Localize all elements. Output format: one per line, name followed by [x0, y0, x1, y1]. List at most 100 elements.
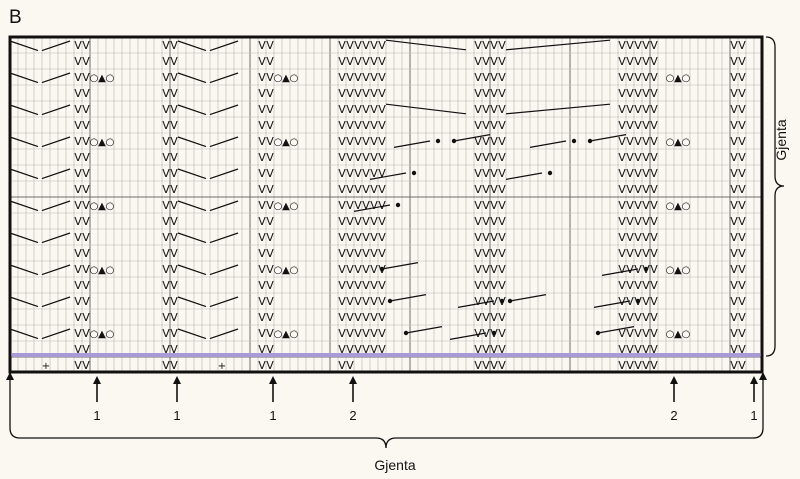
- slip-stitch-symbol: V: [170, 183, 178, 196]
- arrow-head: [6, 372, 14, 380]
- yarn-over-symbol: ○: [274, 137, 283, 148]
- slip-stitch-symbol: V: [346, 359, 354, 372]
- slip-stitch-symbol: V: [738, 279, 746, 292]
- slip-stitch-symbol: V: [634, 71, 642, 84]
- slip-stitch-symbol: V: [650, 231, 658, 244]
- slip-stitch-symbol: V: [482, 359, 490, 372]
- yarn-over-symbol: ○: [106, 329, 115, 340]
- slip-stitch-symbol: V: [170, 215, 178, 228]
- slip-stitch-symbol: V: [82, 215, 90, 228]
- slip-stitch-symbol: V: [482, 215, 490, 228]
- slip-stitch-symbol: V: [170, 167, 178, 180]
- slip-stitch-symbol: V: [354, 135, 362, 148]
- decrease-line: [505, 103, 611, 115]
- slip-stitch-symbol: V: [378, 103, 386, 116]
- slip-stitch-symbol: V: [642, 103, 650, 116]
- slip-stitch-symbol: V: [498, 103, 506, 116]
- dot-symbol: [395, 202, 401, 208]
- slip-stitch-symbol: V: [650, 87, 658, 100]
- slip-stitch-symbol: V: [642, 39, 650, 52]
- slip-stitch-symbol: V: [490, 231, 498, 244]
- slip-stitch-symbol: V: [618, 103, 626, 116]
- triangle-symbol: ▲: [674, 137, 682, 148]
- slip-stitch-symbol: V: [266, 343, 274, 356]
- slip-stitch-symbol: V: [266, 247, 274, 260]
- slip-stitch-symbol: V: [258, 279, 266, 292]
- slip-stitch-symbol: V: [650, 247, 658, 260]
- slip-stitch-symbol: V: [354, 39, 362, 52]
- slip-stitch-symbol: V: [82, 359, 90, 372]
- slip-stitch-symbol: V: [738, 55, 746, 68]
- triangle-symbol: ▲: [98, 201, 106, 212]
- decrease-line: [41, 72, 71, 84]
- slip-stitch-symbol: V: [170, 343, 178, 356]
- slip-stitch-symbol: V: [266, 119, 274, 132]
- slip-stitch-symbol: V: [162, 103, 170, 116]
- slip-stitch-symbol: V: [362, 263, 370, 276]
- slip-stitch-symbol: V: [482, 231, 490, 244]
- slip-stitch-symbol: V: [170, 327, 178, 340]
- slip-stitch-symbol: V: [730, 343, 738, 356]
- slip-stitch-symbol: V: [498, 135, 506, 148]
- yarn-over-symbol: ○: [666, 73, 675, 84]
- slip-stitch-symbol: V: [626, 279, 634, 292]
- decrease-line: [369, 172, 407, 180]
- slip-stitch-symbol: V: [482, 39, 490, 52]
- slip-stitch-symbol: V: [474, 71, 482, 84]
- slip-stitch-symbol: V: [650, 343, 658, 356]
- decrease-line: [9, 232, 39, 244]
- slip-stitch-symbol: V: [730, 327, 738, 340]
- decrease-line: [9, 40, 39, 52]
- decrease-line: [177, 328, 207, 340]
- slip-stitch-symbol: V: [482, 103, 490, 116]
- arrow-head: [750, 376, 758, 384]
- decrease-line: [41, 264, 71, 276]
- decrease-line: [209, 232, 239, 244]
- slip-stitch-symbol: V: [362, 231, 370, 244]
- slip-stitch-symbol: V: [490, 263, 498, 276]
- slip-stitch-symbol: V: [370, 103, 378, 116]
- slip-stitch-symbol: V: [354, 343, 362, 356]
- slip-stitch-symbol: V: [354, 199, 362, 212]
- slip-stitch-symbol: V: [634, 279, 642, 292]
- decrease-line: [449, 332, 487, 340]
- slip-stitch-symbol: V: [626, 327, 634, 340]
- slip-stitch-symbol: V: [82, 295, 90, 308]
- slip-stitch-symbol: V: [730, 167, 738, 180]
- slip-stitch-symbol: V: [482, 71, 490, 84]
- slip-stitch-symbol: V: [738, 167, 746, 180]
- slip-stitch-symbol: V: [162, 119, 170, 132]
- triangle-symbol: ▲: [674, 201, 682, 212]
- slip-stitch-symbol: V: [354, 247, 362, 260]
- slip-stitch-symbol: V: [362, 327, 370, 340]
- slip-stitch-symbol: V: [634, 135, 642, 148]
- slip-stitch-symbol: V: [82, 119, 90, 132]
- slip-stitch-symbol: V: [74, 135, 82, 148]
- slip-stitch-symbol: V: [82, 39, 90, 52]
- yarn-over-symbol: ○: [106, 201, 115, 212]
- slip-stitch-symbol: V: [266, 71, 274, 84]
- slip-stitch-symbol: V: [74, 247, 82, 260]
- slip-stitch-symbol: V: [474, 55, 482, 68]
- slip-stitch-symbol: V: [730, 119, 738, 132]
- slip-stitch-symbol: V: [74, 343, 82, 356]
- slip-stitch-symbol: V: [346, 183, 354, 196]
- slip-stitch-symbol: V: [618, 231, 626, 244]
- slip-stitch-symbol: V: [370, 183, 378, 196]
- slip-stitch-symbol: V: [346, 327, 354, 340]
- slip-stitch-symbol: V: [338, 327, 346, 340]
- slip-stitch-symbol: V: [354, 327, 362, 340]
- slip-stitch-symbol: V: [338, 183, 346, 196]
- slip-stitch-symbol: V: [266, 167, 274, 180]
- decrease-line: [41, 40, 71, 52]
- slip-stitch-symbol: V: [634, 215, 642, 228]
- slip-stitch-symbol: V: [490, 215, 498, 228]
- slip-stitch-symbol: V: [650, 39, 658, 52]
- yarn-over-symbol: ○: [682, 201, 691, 212]
- slip-stitch-symbol: V: [482, 55, 490, 68]
- slip-stitch-symbol: V: [730, 39, 738, 52]
- slip-stitch-symbol: V: [634, 311, 642, 324]
- slip-stitch-symbol: V: [498, 343, 506, 356]
- decrease-line: [177, 168, 207, 180]
- slip-stitch-symbol: V: [258, 103, 266, 116]
